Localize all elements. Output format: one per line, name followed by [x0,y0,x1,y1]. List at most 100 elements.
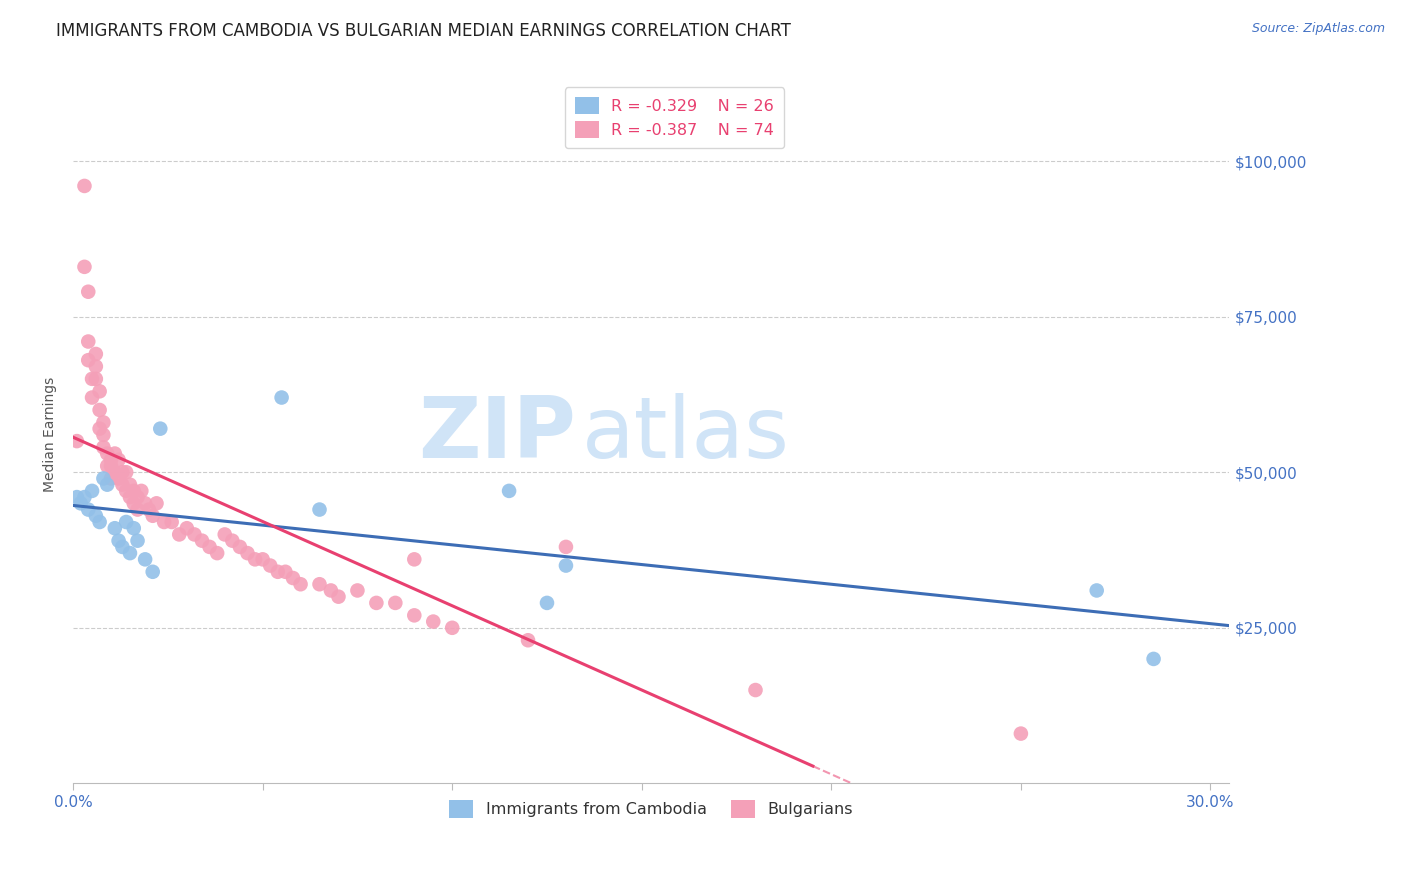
Point [259,558,281,573]
Point [84,508,107,523]
Point [96,446,118,460]
Point [89,403,111,417]
Point [84,372,107,386]
Point [366,596,388,610]
Point [142,508,165,523]
Point [66,490,89,504]
Point [205,546,228,560]
Point [138,502,160,516]
Point [274,565,297,579]
Point [115,483,138,498]
Point [536,596,558,610]
Point [149,422,172,436]
Point [66,434,89,449]
Point [127,490,149,504]
Point [104,521,127,535]
Point [243,552,266,566]
Point [1010,726,1032,740]
Point [555,558,578,573]
Point [100,452,122,467]
Point [127,502,149,516]
Point [198,540,221,554]
Point [77,502,100,516]
Point [104,465,127,479]
Legend: Immigrants from Cambodia, Bulgarians: Immigrants from Cambodia, Bulgarians [443,794,859,824]
Point [142,565,165,579]
Point [107,533,129,548]
Point [122,521,145,535]
Point [107,452,129,467]
Point [252,552,274,566]
Point [100,471,122,485]
Point [744,683,766,698]
Point [214,527,236,541]
Point [290,577,312,591]
Point [122,496,145,510]
Text: atlas: atlas [582,393,790,476]
Point [281,571,304,585]
Point [111,477,134,491]
Point [77,353,100,368]
Text: IMMIGRANTS FROM CAMBODIA VS BULGARIAN MEDIAN EARNINGS CORRELATION CHART: IMMIGRANTS FROM CAMBODIA VS BULGARIAN ME… [56,22,792,40]
Point [422,615,444,629]
Point [89,422,111,436]
Point [131,483,153,498]
Point [183,527,205,541]
Point [118,477,141,491]
Point [80,391,103,405]
Point [73,490,96,504]
Point [115,515,138,529]
Point [84,359,107,374]
Point [270,391,292,405]
Point [80,483,103,498]
Point [308,577,330,591]
Point [107,471,129,485]
Point [93,440,115,454]
Point [384,596,406,610]
Point [1142,652,1164,666]
Point [134,552,156,566]
Point [267,565,290,579]
Point [191,533,214,548]
Point [127,533,149,548]
Y-axis label: Median Earnings: Median Earnings [44,377,58,492]
Point [167,527,190,541]
Point [160,515,183,529]
Point [153,515,176,529]
Point [89,384,111,399]
Point [308,502,330,516]
Point [77,285,100,299]
Point [404,608,426,623]
Point [328,590,350,604]
Point [115,465,138,479]
Point [89,515,111,529]
Point [555,540,578,554]
Point [346,583,368,598]
Point [80,372,103,386]
Point [118,546,141,560]
Point [93,428,115,442]
Point [441,621,464,635]
Point [517,633,540,648]
Point [69,496,91,510]
Point [96,458,118,473]
Point [73,178,96,193]
Point [229,540,252,554]
Point [77,334,100,349]
Point [73,260,96,274]
Point [96,477,118,491]
Point [134,496,156,510]
Point [118,490,141,504]
Point [111,465,134,479]
Point [111,540,134,554]
Point [176,521,198,535]
Point [93,471,115,485]
Point [122,483,145,498]
Point [498,483,520,498]
Point [93,416,115,430]
Point [145,496,167,510]
Point [84,347,107,361]
Point [236,546,259,560]
Point [319,583,342,598]
Point [1085,583,1108,598]
